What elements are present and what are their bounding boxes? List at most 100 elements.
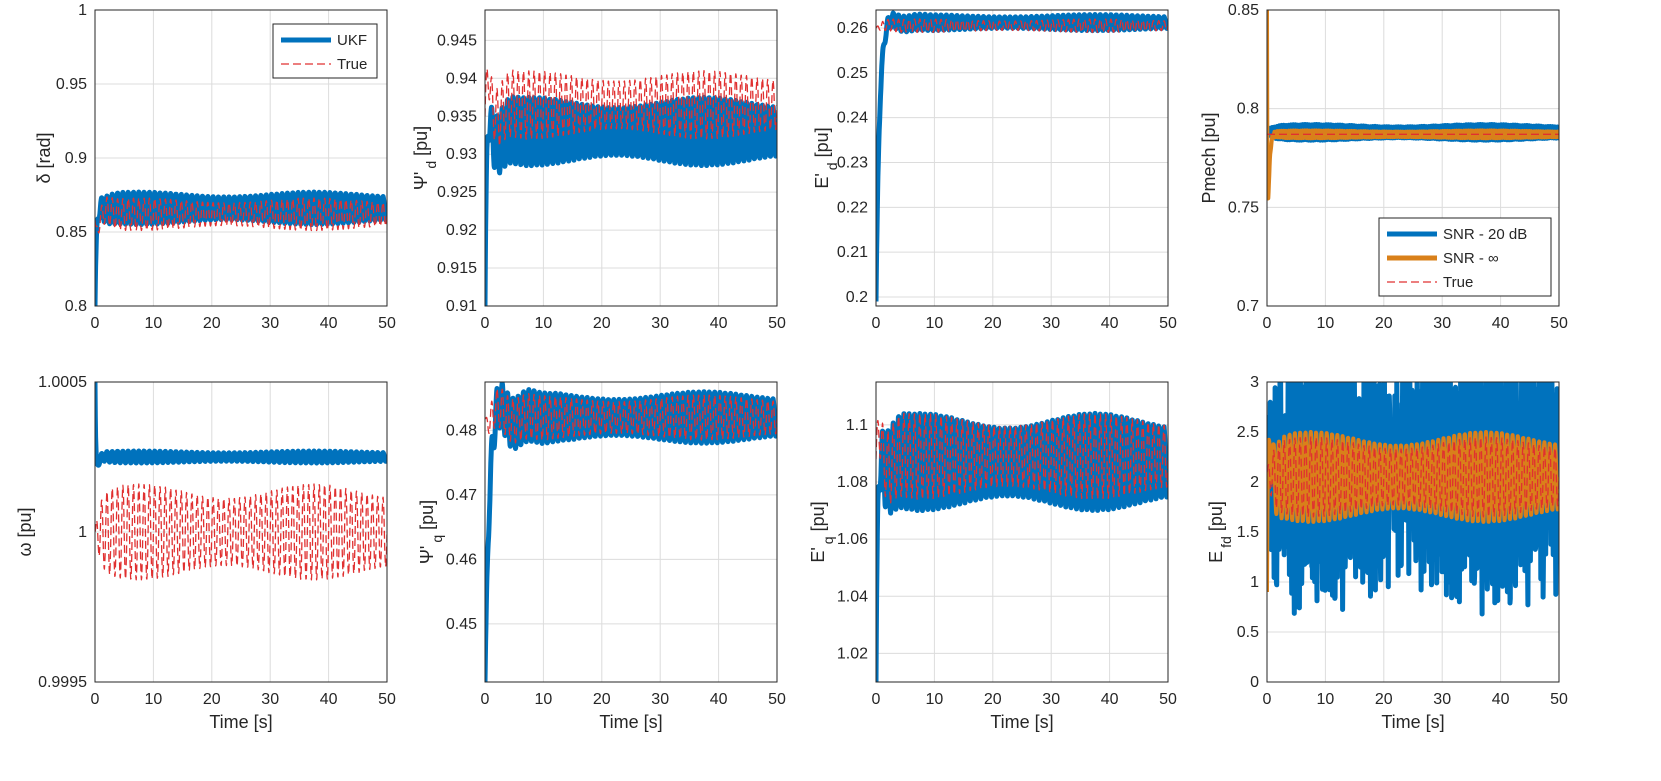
legend: UKF True <box>272 23 378 79</box>
x-tick-label: 10 <box>1317 315 1335 332</box>
panel-ed: 0 10 20 30 40 50 0.2 0.21 0.22 0.23 0.24 0.25 0.26 E'… <box>812 9 1177 332</box>
y-axis-label-main: δ [rad] <box>34 132 54 183</box>
x-tick-label: 10 <box>145 691 163 708</box>
y-tick-label: 1.02 <box>837 645 868 662</box>
panel-omega: 0 10 20 30 40 50 0.9995 1 1.0005 Time [s] ω [pu] <box>15 374 396 732</box>
x-tick-label: 40 <box>1492 691 1510 708</box>
legend-label: SNR - ∞ <box>1443 250 1499 267</box>
axes-box <box>94 381 388 683</box>
y-axis-label: ω [pu] <box>15 507 35 556</box>
x-tick-label: 40 <box>710 315 728 332</box>
x-axis-label: Time [s] <box>209 712 272 732</box>
y-axis-label-unit: [pu] <box>1206 501 1226 531</box>
x-tick-label: 50 <box>1550 315 1568 332</box>
legend-label: True <box>1443 274 1473 291</box>
y-tick-label: 1.0005 <box>38 374 87 391</box>
y-axis-label-unit: [pu] <box>411 126 431 156</box>
y-axis-label: Ψ' d [pu] <box>411 126 439 190</box>
series-line-ukf <box>876 10 1168 302</box>
panel-psid: 0 10 20 30 40 50 0.91 0.915 0.92 0.925 0.93 0.935 0.… <box>411 9 786 332</box>
x-tick-label: 10 <box>1317 691 1335 708</box>
y-axis-label-main: E' <box>812 173 832 188</box>
x-axis-label: Time [s] <box>990 712 1053 732</box>
y-tick-label: 0.45 <box>446 616 477 633</box>
series-line-true <box>1267 436 1559 518</box>
y-tick-label: 0.9995 <box>38 674 87 691</box>
series-line-ukf <box>485 94 777 306</box>
y-tick-label: 0.47 <box>446 487 477 504</box>
y-tick-label: 1.04 <box>837 588 868 605</box>
x-tick-label: 20 <box>593 315 611 332</box>
y-tick-label: 1 <box>78 2 87 19</box>
axes-box <box>875 381 1169 683</box>
axes-box <box>1266 381 1560 683</box>
y-axis-label-main: Ψ' <box>417 546 437 564</box>
x-tick-label: 20 <box>203 315 221 332</box>
y-tick-label: 0.7 <box>1237 298 1259 315</box>
y-axis-label-subscript: q <box>820 536 836 544</box>
y-tick-label: 0.94 <box>446 70 477 87</box>
y-tick-label: 0.9 <box>65 150 87 167</box>
y-tick-label: 1.1 <box>846 417 868 434</box>
x-tick-label: 50 <box>1159 315 1177 332</box>
y-tick-label: 1 <box>1250 574 1259 591</box>
y-tick-label: 0.24 <box>837 110 868 127</box>
x-tick-label: 40 <box>1101 691 1119 708</box>
legend-label: SNR - 20 dB <box>1443 226 1527 243</box>
y-axis-label-main: Ψ' <box>411 172 431 190</box>
series-line-true <box>485 388 777 444</box>
series-line-true <box>485 68 777 147</box>
x-tick-label: 50 <box>768 315 786 332</box>
x-tick-label: 10 <box>145 315 163 332</box>
y-tick-label: 0.21 <box>837 244 868 261</box>
y-axis-label: E' q [pu] <box>808 501 836 562</box>
series-line-true <box>95 483 387 581</box>
x-tick-label: 20 <box>203 691 221 708</box>
x-tick-label: 50 <box>1159 691 1177 708</box>
series-line-true <box>95 196 387 234</box>
y-tick-label: 0.8 <box>65 298 87 315</box>
y-axis-label-subscript: fd <box>1218 536 1234 548</box>
x-tick-label: 30 <box>651 691 669 708</box>
axes-box <box>1266 9 1560 307</box>
series-line-true <box>876 412 1168 505</box>
x-tick-label: 50 <box>768 691 786 708</box>
x-tick-label: 30 <box>261 691 279 708</box>
y-tick-label: 2 <box>1250 474 1259 491</box>
axes-box <box>875 9 1169 307</box>
x-tick-label: 40 <box>710 691 728 708</box>
y-tick-label: 0.48 <box>446 422 477 439</box>
x-tick-label: 0 <box>91 691 100 708</box>
x-axis-label: Time [s] <box>599 712 662 732</box>
series-line-true <box>876 18 1168 34</box>
x-tick-label: 40 <box>320 691 338 708</box>
legend-label: True <box>337 56 367 73</box>
x-tick-label: 20 <box>593 691 611 708</box>
y-tick-label: 0.93 <box>446 146 477 163</box>
y-tick-label: 0.2 <box>846 289 868 306</box>
x-tick-label: 50 <box>1550 691 1568 708</box>
x-tick-label: 30 <box>651 315 669 332</box>
series-line-ukf <box>485 382 777 682</box>
y-axis-label-unit: [pu] <box>808 501 828 531</box>
y-axis-label-unit: [pu] <box>812 127 832 157</box>
y-tick-label: 0.92 <box>446 222 477 239</box>
x-tick-label: 30 <box>261 315 279 332</box>
y-tick-label: 0.85 <box>56 224 87 241</box>
x-tick-label: 10 <box>535 691 553 708</box>
x-tick-label: 10 <box>926 315 944 332</box>
y-tick-label: 0.91 <box>446 298 477 315</box>
x-tick-label: 10 <box>926 691 944 708</box>
y-tick-label: 0.925 <box>437 184 477 201</box>
y-tick-label: 0 <box>1250 674 1259 691</box>
y-tick-label: 0.85 <box>1228 2 1259 19</box>
x-tick-label: 30 <box>1042 691 1060 708</box>
panel-efd: 0 10 20 30 40 50 0 0.5 1 1.5 2 2.5 3 Time [s] Efd [pu] <box>1206 374 1568 732</box>
x-tick-label: 30 <box>1433 691 1451 708</box>
x-tick-label: 0 <box>91 315 100 332</box>
x-tick-label: 0 <box>481 691 490 708</box>
x-tick-label: 20 <box>984 691 1002 708</box>
y-tick-label: 0.23 <box>837 154 868 171</box>
y-tick-label: 0.75 <box>1228 199 1259 216</box>
